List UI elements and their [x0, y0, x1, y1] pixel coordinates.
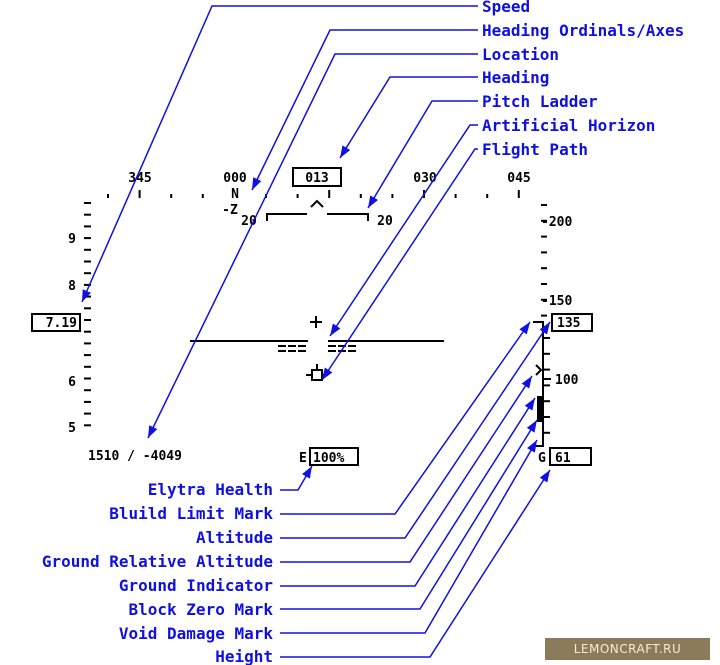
arrowhead-icon	[527, 440, 537, 453]
arrowhead-icon	[368, 195, 379, 208]
callout-height: Height	[215, 647, 273, 665]
arrowhead-icon	[519, 322, 530, 335]
arrowhead-icon	[340, 145, 351, 158]
altitude-tape: -200 -150 100 135 G 61	[533, 215, 593, 466]
callout-block-zero: Block Zero Mark	[129, 600, 274, 619]
pitch-label-right: 20	[377, 214, 393, 229]
arrowhead-icon	[252, 177, 262, 190]
callout-leader-line	[280, 397, 536, 587]
callout-flight-path: Flight Path	[482, 140, 588, 159]
elytra-health: 100%	[313, 451, 344, 466]
build-limit-and-block-zero-marks	[533, 321, 544, 447]
callout-leader-line	[280, 321, 551, 539]
callout-leader-line	[81, 5, 478, 303]
pitch-ladder: 20 20	[241, 199, 393, 229]
callout-pitch-ladder: Pitch Ladder	[482, 92, 598, 111]
callout-ground-indicator: Ground Indicator	[119, 576, 273, 595]
heading-tape: 345 000 030 045 013 N -Z	[128, 167, 531, 218]
callout-leader-line	[280, 439, 538, 634]
callout-build-limit: Bluild Limit Mark	[109, 504, 273, 523]
void-damage-mark	[537, 396, 543, 422]
heading-label: 045	[507, 171, 530, 186]
callout-leader-line	[280, 321, 531, 515]
speed-box	[31, 313, 81, 332]
callout-ground-relative-altitude: Ground Relative Altitude	[42, 552, 273, 571]
callout-leader-line	[329, 124, 478, 337]
callout-location: Location	[482, 45, 559, 64]
arrowhead-icon	[302, 466, 312, 479]
current-heading: 013	[305, 171, 328, 186]
heading-label: 345	[128, 171, 151, 186]
ground-prefix: G	[538, 451, 546, 466]
altitude-box	[551, 313, 593, 332]
heading-box	[292, 167, 342, 187]
speed-label: 9	[68, 232, 76, 247]
arrowhead-icon	[539, 322, 550, 335]
callout-leader-line	[280, 465, 313, 491]
callout-leader-line	[280, 375, 533, 563]
callout-heading-ordinals: Heading Ordinals/Axes	[482, 21, 684, 40]
arrowhead-icon	[330, 323, 341, 336]
altitude-label: -150	[541, 294, 572, 309]
height-box	[549, 447, 592, 466]
tape-ticks	[84, 190, 550, 434]
callout-leaders	[81, 5, 551, 658]
speed-label: 5	[68, 421, 76, 436]
elytra-box	[309, 447, 359, 466]
height-value: 61	[555, 451, 571, 466]
altitude-label: -200	[541, 215, 572, 230]
arrowhead-icon	[521, 376, 532, 389]
arrowhead-icon	[322, 367, 333, 380]
callout-leader-line	[147, 53, 478, 439]
callout-heading: Heading	[482, 68, 549, 87]
pitch-label-left: 20	[241, 214, 257, 229]
artificial-horizon	[190, 316, 444, 352]
watermark: LEMONCRAFT.RU	[545, 638, 710, 660]
callout-leader-line	[280, 419, 538, 610]
heading-ordinal: N	[231, 187, 239, 202]
arrowhead-icon	[148, 425, 158, 438]
callout-leader-line	[280, 469, 551, 658]
caret-icon	[310, 199, 324, 208]
heading-label: 000	[223, 171, 247, 186]
arrowhead-icon	[524, 398, 535, 411]
callout-leader-line	[321, 148, 478, 381]
speed-tape: 9 8 6 5 7.19	[31, 232, 81, 436]
heading-label: 030	[413, 171, 437, 186]
callout-artificial-horizon: Artificial Horizon	[482, 116, 655, 135]
ground-indicator-icon	[535, 364, 543, 376]
altitude-label: 100	[555, 373, 579, 388]
elytra-prefix: E	[299, 451, 307, 466]
callout-altitude: Altitude	[196, 528, 273, 547]
callout-elytra-health: Elytra Health	[148, 480, 273, 499]
heading-axis: -Z	[222, 203, 238, 218]
callout-void-damage: Void Damage Mark	[119, 624, 273, 643]
location-readout: 1510 / -4049	[88, 449, 182, 464]
callout-speed: Speed	[482, 0, 530, 16]
arrowhead-icon	[82, 289, 91, 302]
callout-leader-line	[339, 76, 478, 159]
callout-leader-line	[251, 29, 478, 191]
arrowhead-icon	[539, 470, 550, 483]
current-altitude: 135	[557, 316, 580, 331]
callout-arrowheads	[82, 145, 550, 483]
speed-label: 8	[68, 279, 76, 294]
callout-leader-line	[367, 100, 478, 209]
current-speed: 7.19	[46, 316, 77, 331]
speed-label: 6	[68, 375, 76, 390]
arrowhead-icon	[526, 420, 537, 433]
